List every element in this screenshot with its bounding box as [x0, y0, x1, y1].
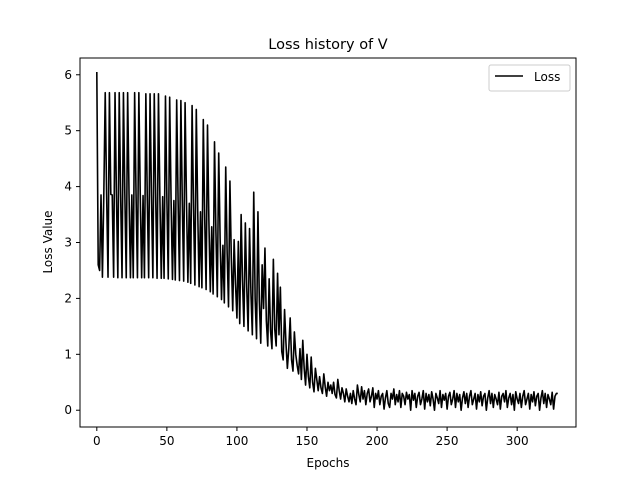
y-axis: 0 1 2 3 4 5 6 [64, 68, 80, 417]
x-axis-label: Epochs [307, 456, 350, 470]
x-tick-label: 0 [93, 434, 101, 448]
x-tick-label: 250 [436, 434, 459, 448]
y-tick-label: 5 [64, 124, 72, 138]
legend-frame [488, 64, 571, 92]
x-axis: 0 50 100 150 200 250 300 [93, 427, 529, 448]
x-tick-label: 100 [225, 434, 248, 448]
y-tick-label: 1 [64, 347, 72, 361]
y-tick-label: 3 [64, 236, 72, 250]
plot-area: 0 50 100 150 200 250 300 0 1 2 3 4 5 6 [64, 57, 577, 448]
y-tick-label: 6 [64, 68, 72, 82]
y-tick-label: 0 [64, 403, 72, 417]
x-tick-label: 300 [506, 434, 529, 448]
legend-label-loss: Loss [534, 70, 560, 84]
legend: Loss [488, 64, 571, 92]
y-tick-label: 4 [64, 180, 72, 194]
y-tick-label: 2 [64, 291, 72, 305]
x-tick-label: 200 [366, 434, 389, 448]
chart-title: Loss history of V [268, 37, 387, 53]
x-tick-label: 150 [296, 434, 319, 448]
y-axis-label: Loss Value [41, 210, 55, 273]
series-line-loss [96, 71, 558, 412]
x-tick-label: 50 [159, 434, 174, 448]
